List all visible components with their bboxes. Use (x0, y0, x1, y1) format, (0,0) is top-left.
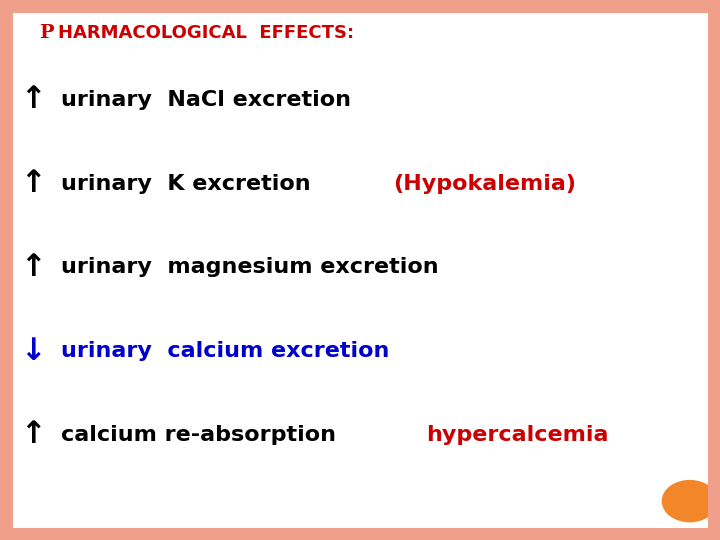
Text: P: P (40, 24, 54, 42)
Text: urinary  NaCl excretion: urinary NaCl excretion (61, 90, 351, 110)
Text: urinary  calcium excretion: urinary calcium excretion (61, 341, 390, 361)
Text: urinary  magnesium excretion: urinary magnesium excretion (61, 257, 438, 278)
Text: (Hypokalemia): (Hypokalemia) (393, 173, 576, 194)
Text: calcium re-absorption: calcium re-absorption (61, 424, 344, 445)
Text: urinary  K excretion: urinary K excretion (61, 173, 318, 194)
Text: HARMACOLOGICAL  EFFECTS:: HARMACOLOGICAL EFFECTS: (58, 24, 354, 42)
Circle shape (662, 481, 717, 522)
Text: ↑: ↑ (19, 253, 45, 282)
Text: ↓: ↓ (19, 336, 45, 366)
Text: ↑: ↑ (19, 85, 45, 114)
Text: ↑: ↑ (19, 169, 45, 198)
Text: hypercalcemia: hypercalcemia (426, 424, 608, 445)
Text: ↑: ↑ (19, 420, 45, 449)
